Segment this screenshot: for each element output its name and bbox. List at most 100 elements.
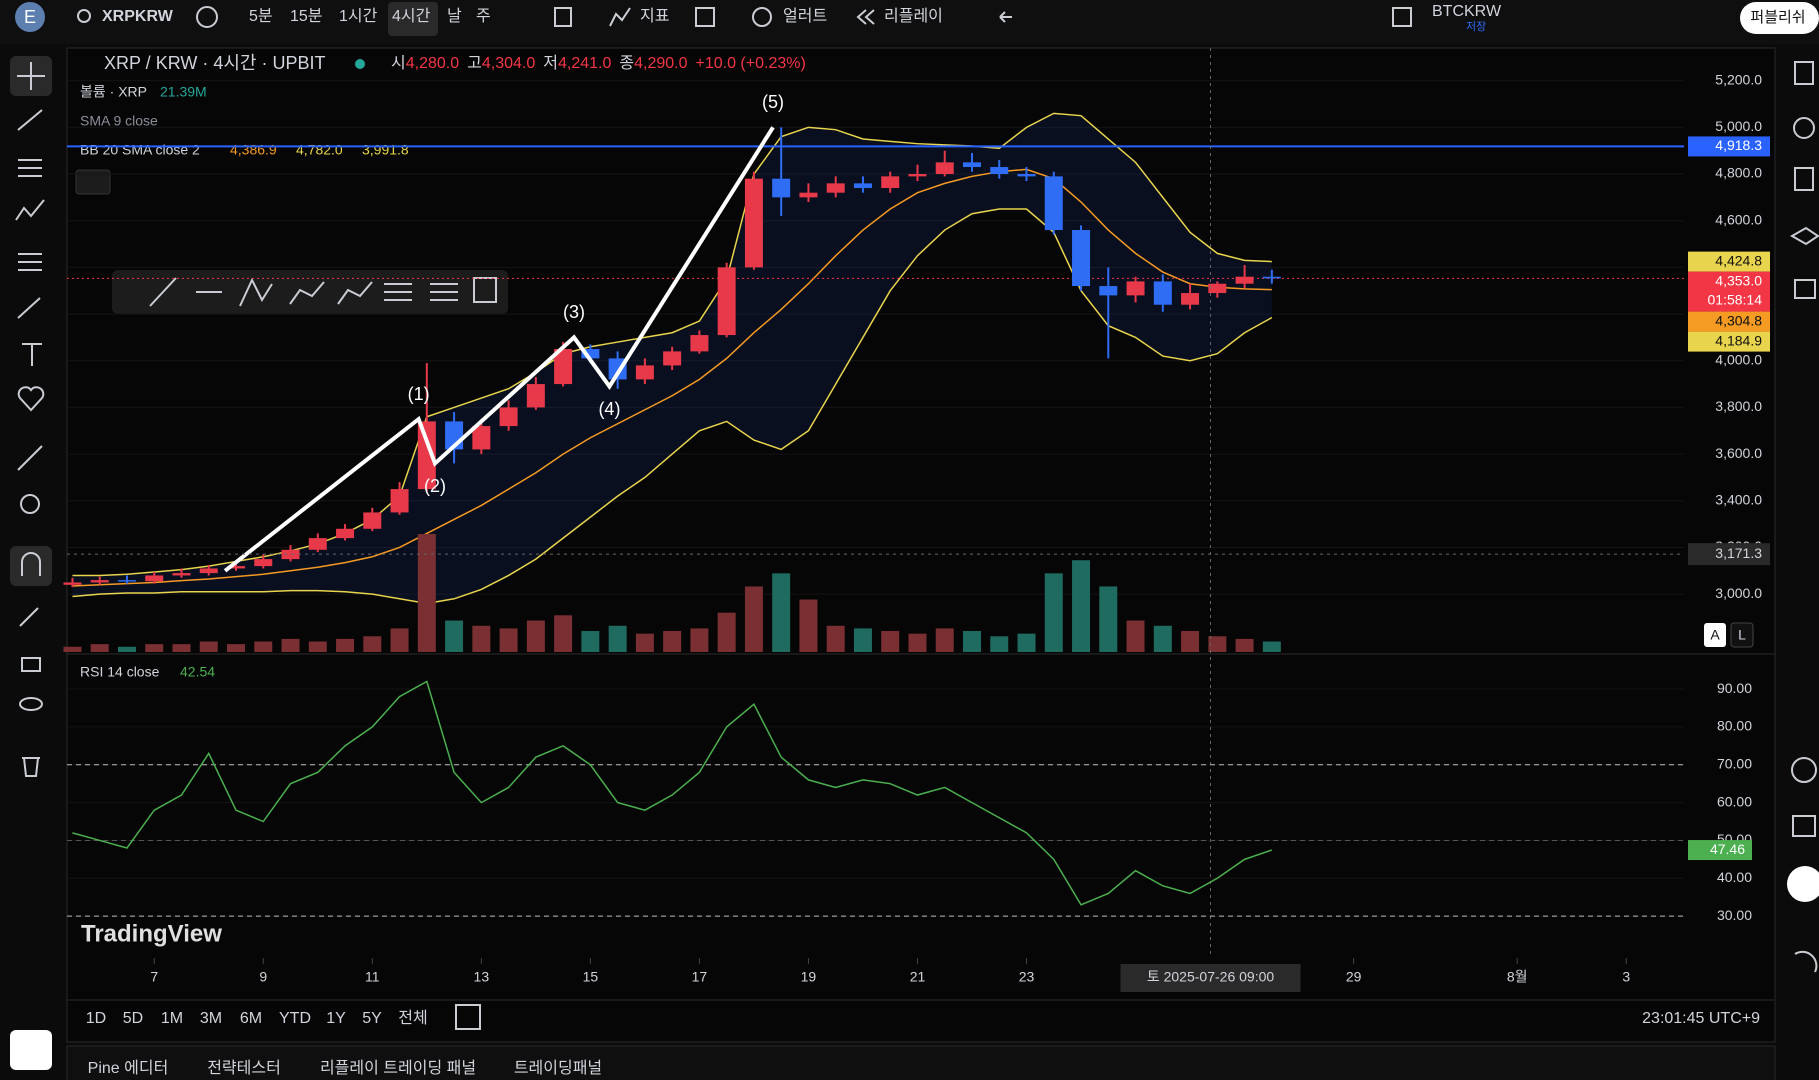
y-tick-label: 4,600.0 xyxy=(1715,211,1762,227)
layout-icon[interactable] xyxy=(695,7,715,27)
volume-bar xyxy=(390,628,409,652)
scale-button[interactable] xyxy=(1704,623,1726,647)
volume-bar xyxy=(799,599,818,652)
candle-body xyxy=(853,183,872,189)
replay[interactable]: 리플레이 xyxy=(884,7,943,25)
rsi-last-label: 47.46 xyxy=(1710,841,1745,857)
left-toolbar xyxy=(10,56,52,1070)
ohlc-value: 4,280.0 xyxy=(406,55,459,72)
pencil-tool[interactable] xyxy=(19,607,39,627)
range-button[interactable]: 6M xyxy=(240,1010,262,1027)
magnet-tool[interactable] xyxy=(10,546,52,586)
range-button[interactable]: 1Y xyxy=(326,1010,346,1027)
brush-tool[interactable] xyxy=(17,297,41,319)
indicators[interactable]: 지표 xyxy=(640,7,669,25)
panel-tab[interactable]: 리플레이 트레이딩 패널 xyxy=(320,1059,476,1077)
eye-tool[interactable] xyxy=(19,697,43,711)
x-tick-label: 11 xyxy=(365,969,380,985)
forecast-tool[interactable] xyxy=(18,253,42,271)
candle-body xyxy=(308,538,327,550)
ohlc-value: 4,241.0 xyxy=(558,55,611,72)
symbol[interactable]: XRPKRW xyxy=(102,8,174,25)
text-tool[interactable] xyxy=(22,343,42,366)
chart-type-icon[interactable] xyxy=(554,7,572,27)
interval[interactable]: 15분 xyxy=(290,8,323,25)
range-button[interactable]: 1M xyxy=(161,1010,183,1027)
crosshair-price-box xyxy=(1688,543,1770,566)
side-icon[interactable] xyxy=(1794,950,1818,973)
panel-tab[interactable]: 트레이딩패널 xyxy=(514,1059,602,1077)
line-tool[interactable] xyxy=(17,109,43,131)
save[interactable]: 저장 xyxy=(1466,20,1486,33)
range-button[interactable]: YTD xyxy=(279,1010,311,1027)
side-icon[interactable] xyxy=(1791,757,1817,783)
candle-body xyxy=(1072,230,1091,287)
range-button[interactable]: 3M xyxy=(200,1010,222,1027)
price-label: 4,353.0 xyxy=(1715,272,1762,288)
side-icon[interactable] xyxy=(1794,61,1814,85)
side-icon[interactable] xyxy=(1794,167,1814,191)
watchlist-button[interactable] xyxy=(10,1030,52,1070)
replay-icon xyxy=(856,9,875,25)
side-icon[interactable] xyxy=(1794,279,1816,299)
lock-tool[interactable] xyxy=(21,657,41,672)
trash-tool[interactable] xyxy=(22,757,40,777)
panel-tab[interactable]: 전략테스터 xyxy=(207,1059,281,1077)
date-range-icon[interactable] xyxy=(455,1004,481,1030)
candle-body xyxy=(744,178,763,268)
price-label: 4,918.3 xyxy=(1715,137,1762,153)
scale-button[interactable] xyxy=(1730,622,1754,648)
y-tick-label: 3,800.0 xyxy=(1715,398,1762,414)
volume-bar xyxy=(635,633,654,652)
countdown: 01:58:14 xyxy=(1708,291,1763,307)
range-button[interactable]: 전체 xyxy=(398,1009,427,1027)
candle-body xyxy=(526,384,545,408)
candle-body xyxy=(254,559,273,567)
interval[interactable]: 1시간 xyxy=(339,7,378,25)
candle-body xyxy=(281,549,300,560)
range-button[interactable]: 5Y xyxy=(362,1010,382,1027)
avatar[interactable] xyxy=(15,2,45,32)
pattern-tool[interactable] xyxy=(15,199,45,221)
panel-tab[interactable]: Pine 에디터 xyxy=(88,1059,169,1077)
interval[interactable]: 4시간 xyxy=(392,7,431,25)
side-icon[interactable] xyxy=(1789,226,1819,246)
x-tick-label: 17 xyxy=(692,969,708,985)
interval[interactable]: 5분 xyxy=(249,8,273,25)
favorite-tool[interactable] xyxy=(17,386,45,412)
candle-body xyxy=(826,183,845,193)
volume-bar xyxy=(526,620,545,652)
range-button[interactable]: 1D xyxy=(86,1010,106,1027)
y-tick-label: 90.00 xyxy=(1717,680,1752,696)
price-label-box xyxy=(1688,251,1770,272)
drawing-tool[interactable] xyxy=(473,277,497,303)
candle-body xyxy=(390,489,409,513)
y-tick-label: 80.00 xyxy=(1717,718,1752,734)
fib-tool[interactable] xyxy=(18,159,42,177)
volume-bar xyxy=(853,628,872,652)
volume-bar xyxy=(1208,636,1227,652)
drawing-tools[interactable] xyxy=(149,277,458,307)
range-button[interactable]: 5D xyxy=(123,1010,143,1027)
collapse-legend[interactable] xyxy=(75,169,111,195)
bb-upper xyxy=(72,112,1272,577)
candle-body xyxy=(1044,176,1063,231)
publish-button[interactable] xyxy=(1740,2,1819,34)
side-icon[interactable] xyxy=(1787,866,1819,902)
side-icon[interactable] xyxy=(1792,815,1816,837)
interval[interactable]: 주 xyxy=(476,8,491,25)
side-icon[interactable] xyxy=(1793,117,1815,139)
volume-bar xyxy=(908,633,927,652)
candle-body xyxy=(663,351,682,366)
add-symbol[interactable] xyxy=(196,6,218,28)
watermark: TradingView xyxy=(81,920,222,947)
compare-symbol[interactable]: BTCKRW xyxy=(1432,3,1502,20)
y-tick-label: 5,000.0 xyxy=(1715,118,1762,134)
alert[interactable]: 얼러트 xyxy=(783,7,827,25)
interval[interactable]: 날 xyxy=(447,7,462,25)
crosshair-tool[interactable] xyxy=(17,62,45,90)
ruler-tool[interactable] xyxy=(17,445,43,471)
undo[interactable] xyxy=(999,11,1012,23)
zoom-tool[interactable] xyxy=(20,494,40,514)
candle-body xyxy=(990,167,1009,175)
